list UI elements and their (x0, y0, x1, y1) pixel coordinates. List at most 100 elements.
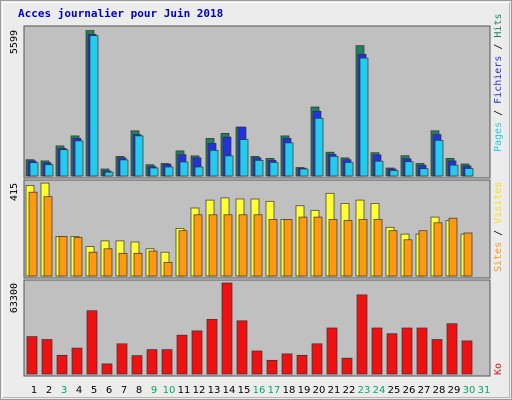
day-label-15: 15 (238, 385, 251, 396)
bar-ko-day-11 (176, 334, 188, 375)
bar-ko-day-7 (116, 343, 128, 375)
legend-files: Fichiers (493, 56, 504, 104)
panel-pages-files-hits: 5599 Pages / Fichiers / Hits (9, 14, 504, 179)
bar-pages-day-9 (149, 167, 159, 177)
day-label-22: 22 (343, 385, 356, 396)
bar-pages-day-28 (434, 140, 444, 177)
panel-bot-legend: Ko (493, 363, 504, 375)
day-label-25: 25 (388, 385, 401, 396)
bar-ko-day-1 (26, 336, 38, 375)
day-label-13: 13 (208, 385, 221, 396)
bar-pages-day-12 (194, 166, 204, 177)
bar-ko-day-30 (461, 340, 473, 375)
day-label-10: 10 (163, 385, 176, 396)
bar-pages-day-11 (179, 161, 189, 177)
chart-title: Acces journalier pour Juin 2018 (18, 7, 223, 20)
day-label-17: 17 (268, 385, 281, 396)
bar-sites-day-20 (313, 216, 323, 277)
bar-ko-day-8 (131, 355, 143, 375)
bar-pages-day-30 (464, 168, 474, 177)
day-label-5: 5 (91, 385, 97, 396)
bar-sites-day-11 (178, 230, 188, 277)
bar-pages-day-19 (299, 168, 309, 177)
bar-sites-day-30 (463, 232, 473, 277)
bar-pages-day-17 (269, 162, 279, 177)
bar-pages-day-18 (284, 142, 294, 177)
panel-sites-visits: 415 Sites / Visites (9, 179, 504, 279)
bar-pages-day-26 (404, 161, 414, 177)
bar-sites-day-24 (373, 219, 383, 277)
day-label-19: 19 (298, 385, 311, 396)
bar-sites-day-29 (448, 217, 458, 277)
legend-pages: Pages (493, 122, 504, 152)
day-label-28: 28 (433, 385, 446, 396)
bar-sites-day-22 (343, 220, 353, 277)
day-label-29: 29 (448, 385, 461, 396)
panel-mid-max-label: 415 (9, 183, 20, 201)
legend-sep-2: / (493, 38, 504, 56)
bar-sites-day-15 (238, 214, 248, 277)
panel-mid-legend: Sites / Visites (493, 182, 504, 272)
bar-ko-day-19 (296, 354, 308, 375)
bar-ko-day-25 (386, 333, 398, 375)
bar-sites-day-28 (433, 222, 443, 277)
bar-sites-day-6 (103, 248, 113, 277)
bar-pages-day-16 (254, 160, 264, 177)
bar-ko-day-22 (341, 357, 353, 375)
bar-ko-day-6 (101, 363, 113, 375)
bar-ko-day-17 (266, 359, 278, 375)
day-label-4: 4 (76, 385, 82, 396)
panel-top-bars (25, 30, 474, 177)
bar-ko-day-21 (326, 327, 338, 375)
bar-sites-day-4 (73, 237, 83, 277)
bar-sites-day-23 (358, 219, 368, 277)
bar-ko-day-3 (56, 354, 68, 375)
bar-sites-day-27 (418, 230, 428, 277)
panel-bot-max-label: 63300 (9, 283, 20, 313)
day-label-26: 26 (403, 385, 416, 396)
bar-sites-day-18 (283, 219, 293, 277)
bar-pages-day-22 (344, 162, 354, 177)
day-label-7: 7 (121, 385, 127, 396)
day-label-16: 16 (253, 385, 266, 396)
bar-ko-day-26 (401, 327, 413, 375)
bar-pages-day-20 (314, 117, 324, 177)
bar-pages-day-2 (44, 164, 54, 177)
bar-pages-day-24 (374, 160, 384, 177)
panel-top-legend: Pages / Fichiers / Hits (493, 14, 504, 153)
bar-pages-day-21 (329, 156, 339, 177)
bar-pages-day-15 (239, 139, 249, 177)
bar-ko-day-9 (146, 349, 158, 375)
day-label-24: 24 (373, 385, 386, 396)
bar-ko-day-10 (161, 349, 173, 375)
bar-ko-day-24 (371, 327, 383, 375)
day-label-21: 21 (328, 385, 341, 396)
bar-sites-day-5 (88, 251, 98, 277)
bar-sites-day-12 (193, 214, 203, 277)
legend-hits: Hits (493, 14, 504, 38)
bar-ko-day-27 (416, 327, 428, 375)
bar-pages-day-14 (224, 155, 234, 177)
bar-pages-day-25 (389, 170, 399, 177)
x-axis-day-labels: 1 2 3 4 5 6 7 8 9 10 11 12 13 14 15 16 17 18 19 20 21 22 23 24 2… (31, 385, 491, 396)
bar-pages-day-5 (89, 35, 99, 177)
bar-sites-day-21 (328, 219, 338, 277)
bar-ko-day-5 (86, 310, 98, 375)
day-label-11: 11 (178, 385, 191, 396)
bar-ko-day-13 (206, 319, 218, 375)
bar-sites-day-7 (118, 252, 128, 277)
day-label-30: 30 (463, 385, 476, 396)
legend-visits: Visites (493, 182, 504, 224)
day-label-3: 3 (61, 385, 67, 396)
bar-ko-day-16 (251, 350, 263, 375)
bar-sites-day-26 (403, 239, 413, 277)
bar-pages-day-27 (419, 168, 429, 177)
bar-sites-day-2 (43, 196, 53, 277)
bar-ko-day-14 (221, 282, 233, 375)
panel-top-max-label: 5599 (9, 30, 20, 54)
bar-pages-day-29 (449, 164, 459, 177)
bar-sites-day-13 (208, 214, 218, 277)
bar-ko-day-29 (446, 323, 458, 375)
